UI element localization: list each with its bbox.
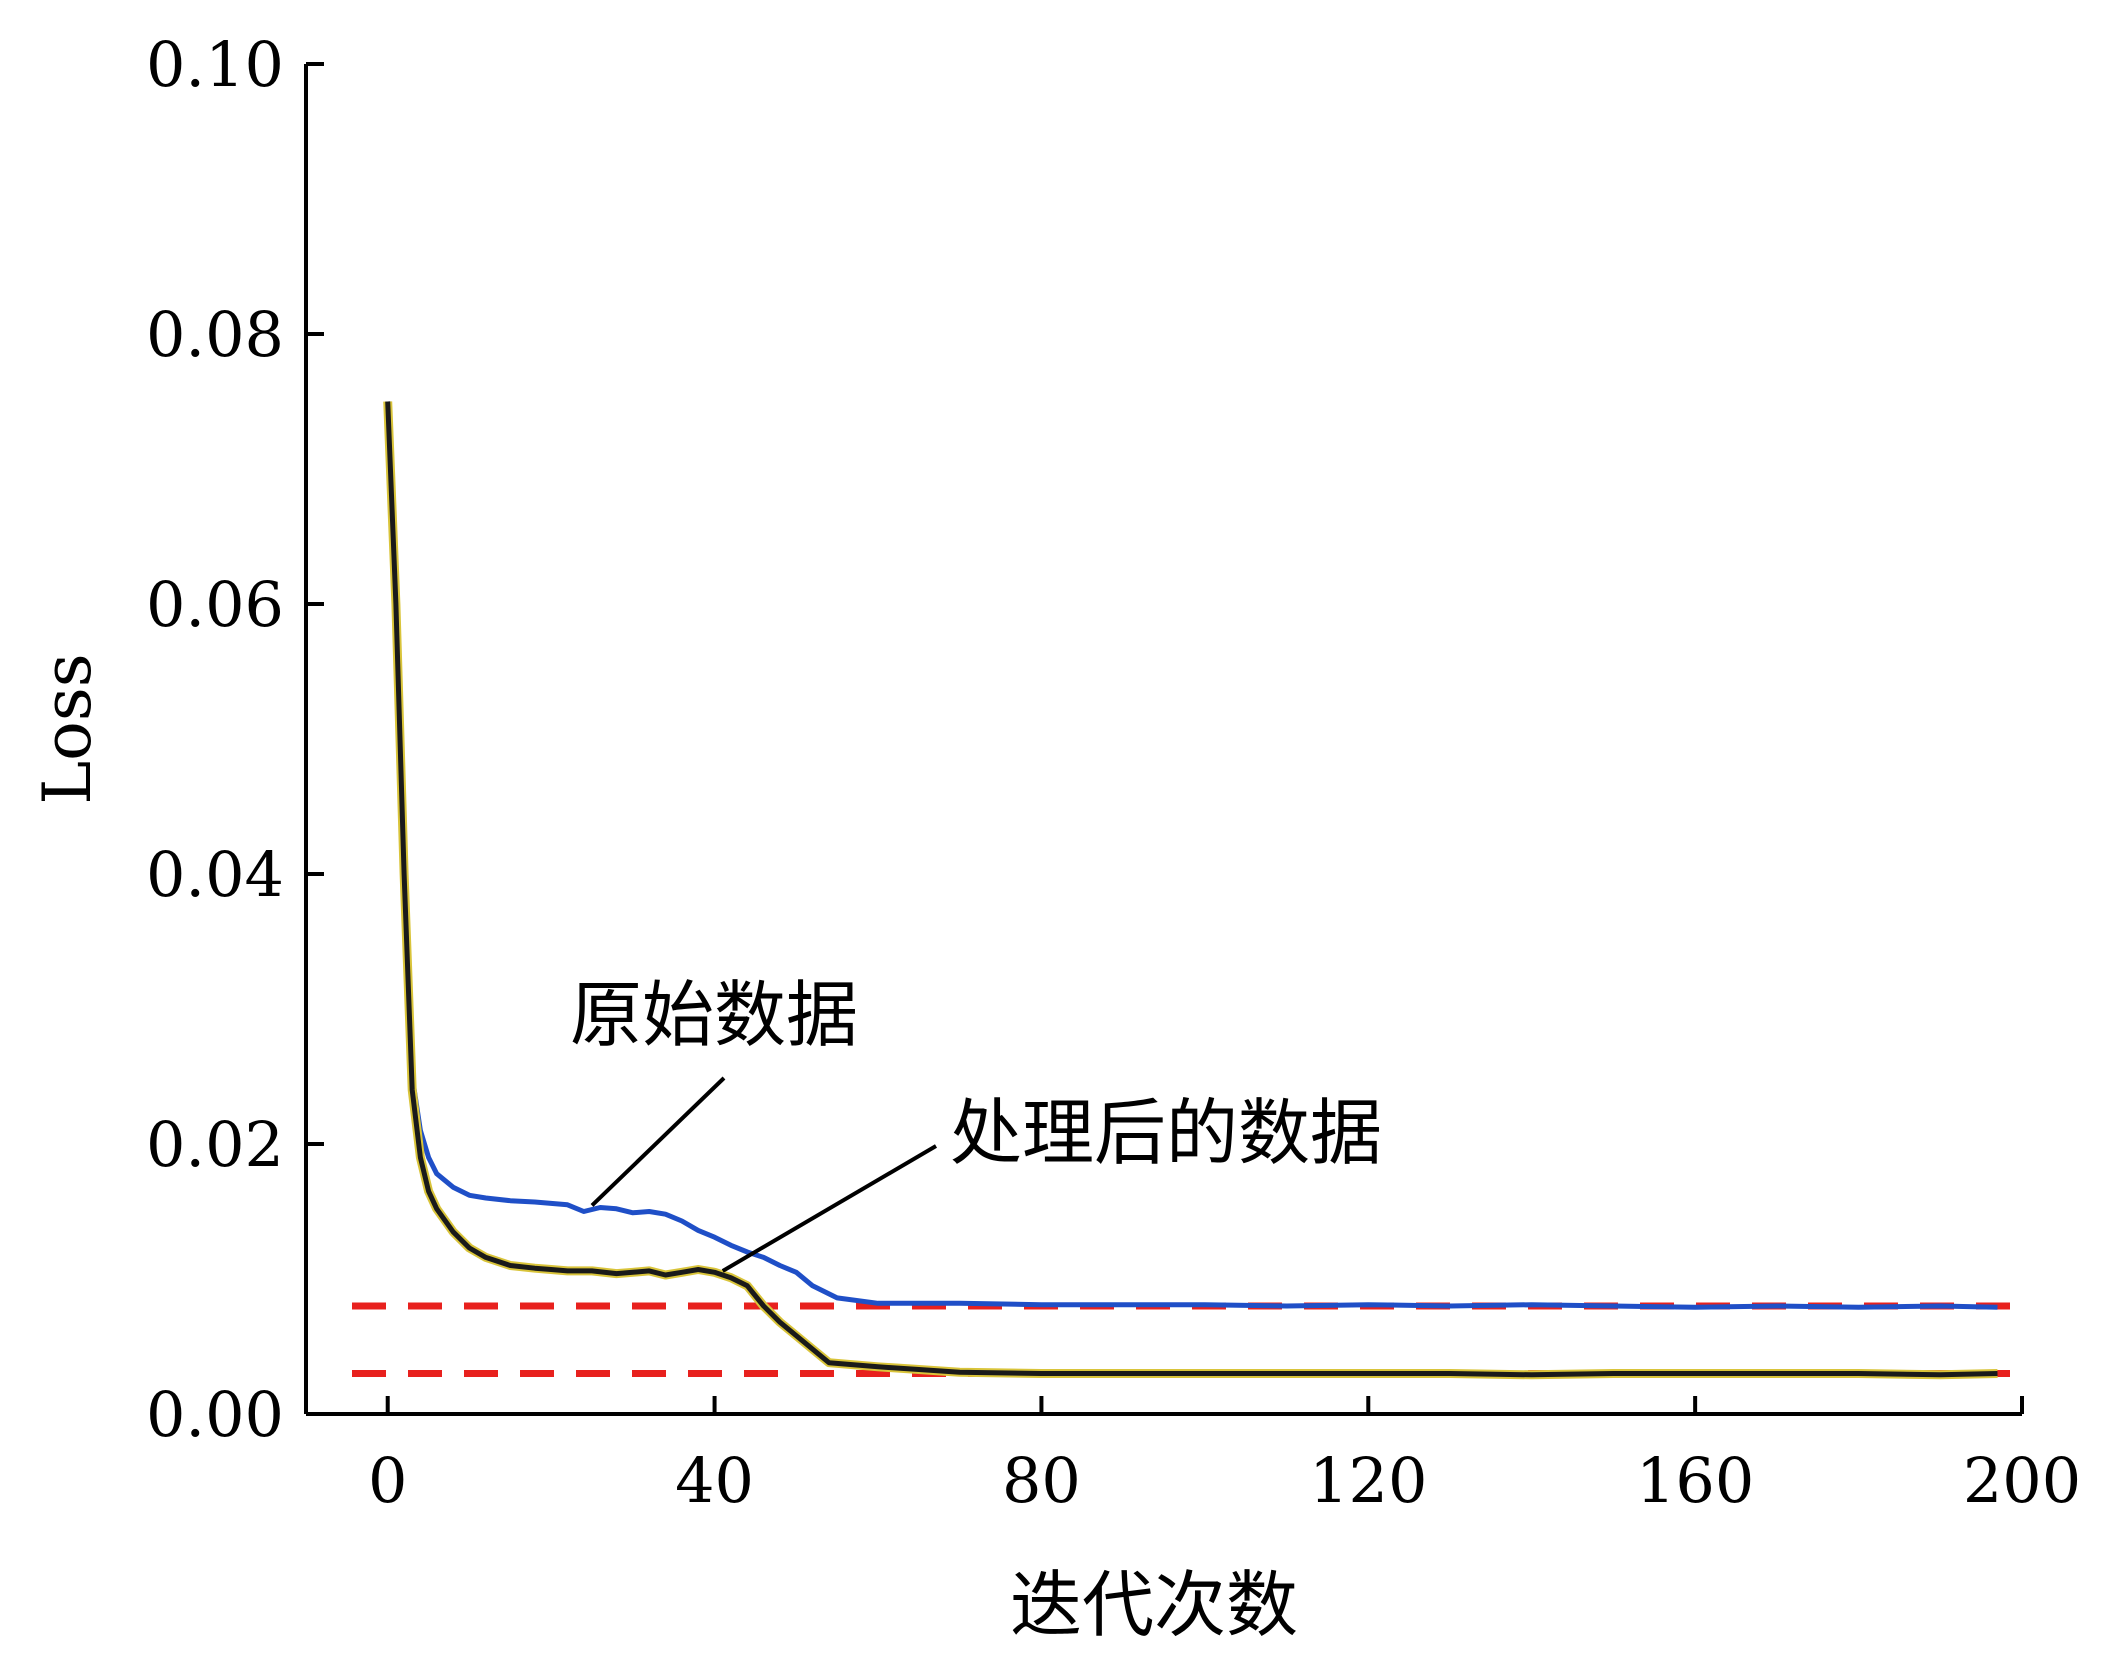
y-tick-label: 0.00 bbox=[146, 1378, 284, 1451]
reference-lines bbox=[352, 1302, 2012, 1377]
y-axis-label: Loss bbox=[29, 653, 106, 804]
annotation-leader-line bbox=[721, 1144, 938, 1273]
y-tick-label: 0.06 bbox=[146, 568, 284, 641]
x-tick-label: 200 bbox=[1963, 1444, 2081, 1517]
annotation-leader-line bbox=[590, 1076, 726, 1207]
series-processed-line bbox=[385, 401, 1998, 1378]
x-tick-label: 0 bbox=[368, 1444, 407, 1517]
x-tick-label: 160 bbox=[1636, 1444, 1754, 1517]
series-original-line bbox=[385, 401, 1998, 1310]
y-tick-label: 0.02 bbox=[146, 1108, 284, 1181]
y-tick-label: 0.10 bbox=[146, 28, 284, 101]
y-tick-label: 0.08 bbox=[146, 298, 284, 371]
series-layer bbox=[383, 401, 1998, 1380]
y-tick-label: 0.04 bbox=[146, 838, 284, 911]
x-tick-label: 40 bbox=[675, 1444, 754, 1517]
annotation-label: 处理后的数据 bbox=[950, 1091, 1382, 1175]
x-ticks: 0 40 80 120 160 200 bbox=[368, 1396, 2081, 1517]
annotation-label: 原始数据 bbox=[570, 973, 858, 1057]
series-processed-halo bbox=[383, 401, 1998, 1380]
y-ticks: 0.00 0.02 0.04 0.06 0.08 0.10 bbox=[146, 28, 324, 1451]
x-tick-label: 120 bbox=[1309, 1444, 1427, 1517]
x-tick-label: 80 bbox=[1002, 1444, 1081, 1517]
axes bbox=[304, 64, 2022, 1416]
x-axis-label: 迭代次数 bbox=[1010, 1563, 1298, 1647]
